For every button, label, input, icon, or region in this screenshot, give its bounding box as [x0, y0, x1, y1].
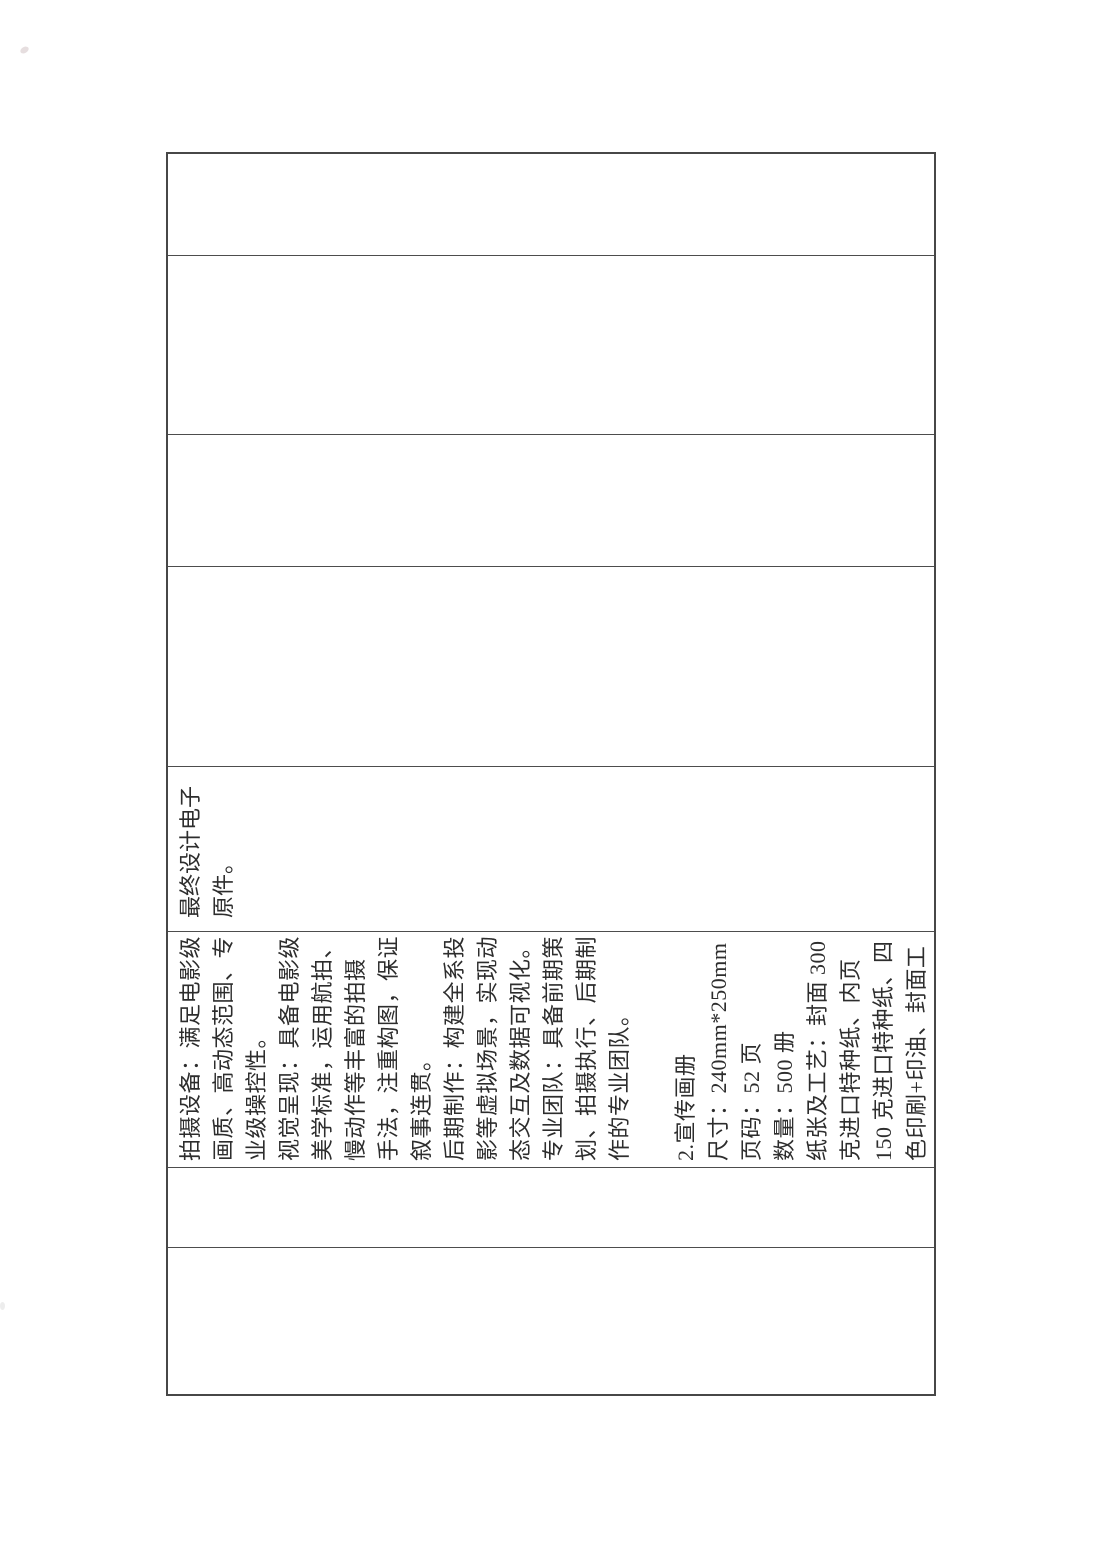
scan-artifact [0, 1302, 5, 1310]
table-cell-photography-specs: 拍摄设备：满足电影级 画质、高动态范围、专 业级操控性。 视觉呈现：具备电影级 … [168, 931, 934, 1167]
table-cell-5 [168, 566, 934, 766]
table-cell-final-deliverable: 最终设计电子 原件。 [168, 766, 934, 931]
scan-artifact [19, 45, 30, 55]
table-cell-7 [168, 255, 934, 434]
spec-table: 拍摄设备：满足电影级 画质、高动态范围、专 业级操控性。 视觉呈现：具备电影级 … [166, 152, 936, 1396]
table-cell-1 [168, 1247, 934, 1394]
table-cell-6 [168, 434, 934, 566]
table-cell-2 [168, 1167, 934, 1247]
table-cell-8 [168, 154, 934, 255]
photography-specs-text: 拍摄设备：满足电影级 画质、高动态范围、专 业级操控性。 视觉呈现：具备电影级 … [178, 935, 929, 1161]
final-deliverable-text: 最终设计电子 原件。 [178, 785, 236, 918]
rotated-table-stage: 拍摄设备：满足电影级 画质、高动态范围、专 业级操控性。 视觉呈现：具备电影级 … [166, 152, 936, 1396]
